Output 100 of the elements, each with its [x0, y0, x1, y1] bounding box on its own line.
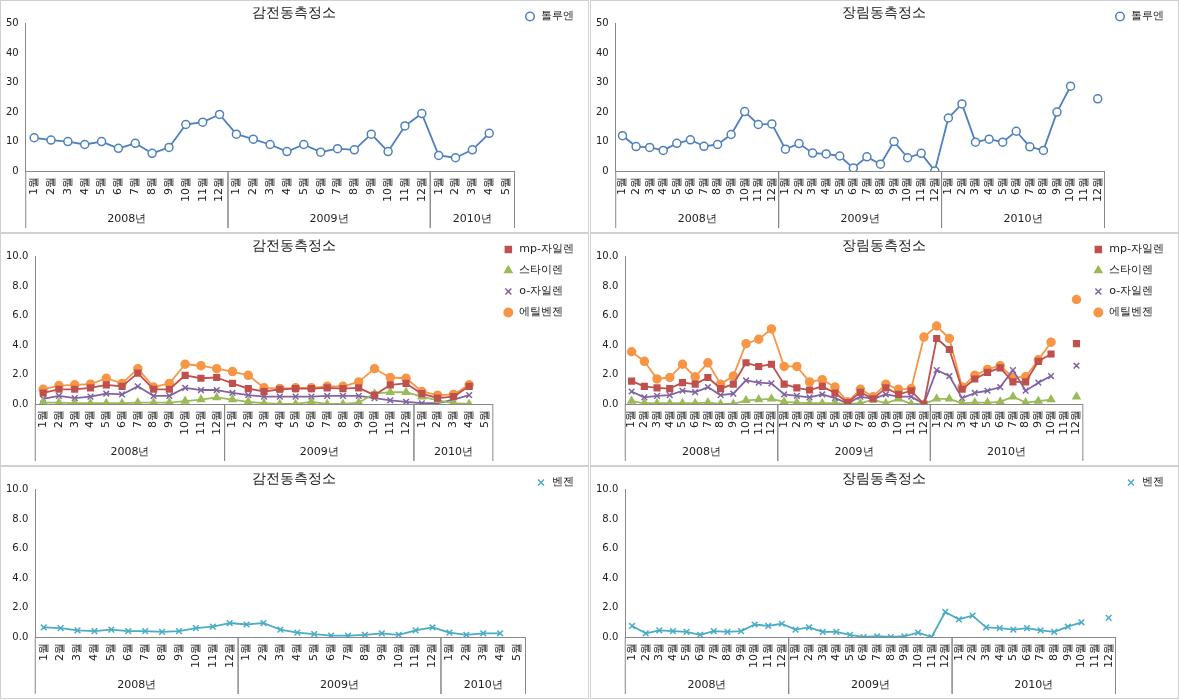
y-tick-label: 6.0: [602, 309, 619, 321]
x-tick-label: 5월: [509, 643, 523, 661]
legend-label: 톨루엔: [1131, 9, 1164, 23]
x-tick-label: 4월: [665, 643, 679, 661]
x-tick-label: 11월: [383, 410, 397, 435]
x-tick-label: 5월: [498, 177, 512, 195]
x-tick-label: 8월: [1036, 177, 1050, 195]
y-tick-label: 0: [602, 164, 609, 176]
x-tick-label: 8월: [873, 177, 887, 195]
y-tick-label: 10: [595, 135, 609, 147]
x-tick-label: 1월: [778, 177, 792, 195]
x-tick-label: 11월: [193, 410, 207, 435]
x-tick-label: 3월: [262, 177, 276, 195]
x-tick-label: 3월: [465, 177, 479, 195]
x-tick-label: 7월: [128, 177, 142, 195]
x-tick-label: 6월: [1009, 177, 1023, 195]
chart-title: 장림동측정소: [841, 4, 926, 21]
x-tick-label: 3월: [67, 410, 81, 428]
text: 2009년: [840, 211, 880, 225]
x-tick-label: 8월: [335, 410, 349, 428]
x-tick-label: 7월: [696, 177, 710, 195]
x-tick-label: 12월: [425, 643, 439, 668]
x-tick-label: 8월: [713, 410, 727, 428]
x-tick-label: 7월: [706, 643, 720, 661]
x-tick-label: 12월: [209, 410, 223, 435]
x-tick-label: 6월: [121, 643, 135, 661]
x-tick-label: 4월: [493, 643, 506, 661]
x-tick-label: 2월: [789, 410, 803, 428]
y-tick-label: 4.0: [602, 338, 619, 350]
x-tick-label: 1월: [788, 643, 802, 661]
legend-label: o-자일렌: [1109, 284, 1154, 298]
text: 2008년: [107, 211, 147, 225]
x-tick-label: 4월: [279, 177, 293, 195]
x-tick-label: 5월: [104, 643, 118, 661]
x-tick-label: 12월: [774, 643, 788, 668]
x-tick-label: 4월: [819, 177, 833, 195]
legend-label: 벤젠: [1142, 475, 1164, 489]
text: 2009년: [309, 211, 349, 225]
chart-title: 장림동측정소: [841, 237, 926, 254]
x-tick-label: 7월: [1022, 177, 1036, 195]
y-tick-label: 4.0: [12, 338, 29, 350]
x-tick-label: 9월: [723, 177, 737, 195]
x-tick-label: 4월: [967, 410, 981, 428]
x-tick-label: 3월: [652, 643, 666, 661]
x-tick-label: 1월: [941, 177, 955, 195]
y-tick-label: 10.0: [6, 483, 29, 495]
x-tick-label: 10월: [1063, 177, 1077, 202]
x-tick-label: 5월: [675, 410, 689, 428]
y-tick-label: 0: [12, 164, 19, 176]
x-tick-label: 10월: [891, 410, 905, 435]
x-tick-label: 12월: [764, 177, 778, 202]
x-tick-label: 1월: [36, 643, 50, 661]
x-tick-label: 2월: [256, 643, 270, 661]
legend-label: 벤젠: [552, 475, 574, 489]
x-tick-label: 3월: [802, 410, 816, 428]
x-tick-label: 8월: [865, 410, 879, 428]
x-tick-label: 8월: [1047, 643, 1061, 661]
x-tick-label: 5월: [995, 177, 1009, 195]
x-tick-label: 11월: [195, 177, 209, 202]
x-tick-label: 7월: [700, 410, 714, 428]
y-tick-label: 50: [595, 17, 609, 29]
x-tick-label: 8월: [357, 643, 371, 661]
y-tick-label: 8.0: [602, 512, 619, 524]
x-tick-label: 4월: [83, 410, 97, 428]
x-tick-label: 4월: [272, 410, 286, 428]
x-tick-label: 4월: [992, 643, 1006, 661]
x-tick-label: 6월: [304, 410, 318, 428]
y-tick-label: 10.0: [596, 483, 619, 495]
legend-label: 에틸벤젠: [1109, 305, 1154, 319]
x-tick-label: 2월: [459, 643, 473, 661]
x-tick-label: 3월: [256, 410, 270, 428]
x-tick-label: 9월: [351, 410, 365, 428]
x-tick-label: 3월: [642, 177, 656, 195]
x-tick-label: 6월: [993, 410, 1007, 428]
x-tick-label: 9월: [1060, 643, 1074, 661]
x-tick-label: 11월: [761, 643, 775, 668]
x-tick-label: 2월: [942, 410, 956, 428]
x-tick-label: 3월: [476, 643, 490, 661]
legend-label: 스타이렌: [1109, 263, 1154, 277]
x-tick-label: 5월: [669, 177, 683, 195]
y-tick-label: 30: [5, 76, 19, 88]
x-tick-label: 5월: [832, 177, 846, 195]
x-tick-label: 5월: [307, 643, 321, 661]
y-tick-label: 2.0: [12, 368, 29, 380]
x-tick-label: 9월: [171, 643, 185, 661]
x-tick-label: 8월: [710, 177, 724, 195]
x-tick-label: 11월: [924, 643, 938, 668]
x-tick-label: 10월: [380, 177, 394, 202]
x-tick-label: 3월: [954, 410, 968, 428]
x-tick-label: 1월: [929, 410, 943, 428]
x-tick-label: 7월: [1033, 643, 1047, 661]
x-tick-label: 2월: [791, 177, 805, 195]
x-tick-label: 10월: [178, 410, 192, 435]
x-tick-label: 9월: [1031, 410, 1045, 428]
x-tick-label: 5월: [827, 410, 841, 428]
x-tick-label: 7월: [859, 177, 873, 195]
y-tick-label: 40: [595, 46, 609, 58]
x-tick-label: 6월: [688, 410, 702, 428]
x-tick-label: 2월: [965, 643, 979, 661]
y-tick-label: 0.0: [12, 397, 29, 409]
